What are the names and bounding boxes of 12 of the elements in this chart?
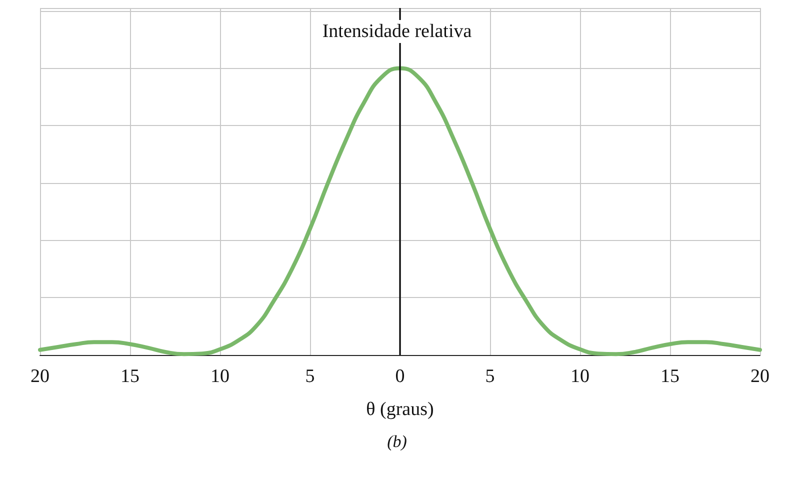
x-tick-label: 0 <box>395 366 405 387</box>
x-tick-label: 20 <box>750 366 770 387</box>
x-tick-label: 10 <box>210 366 230 387</box>
text: (b) <box>387 432 408 451</box>
x-tick-label: 5 <box>305 366 315 387</box>
x-axis-title: θ (graus) <box>366 399 434 420</box>
x-tick-label: 20 <box>30 366 50 387</box>
x-tick-label: 15 <box>120 366 140 387</box>
x-tick-label: 15 <box>660 366 680 387</box>
x-tick-label: 10 <box>570 366 590 387</box>
y-axis-title: Intensidade relativa <box>322 21 472 42</box>
x-tick-label: 5 <box>485 366 495 387</box>
